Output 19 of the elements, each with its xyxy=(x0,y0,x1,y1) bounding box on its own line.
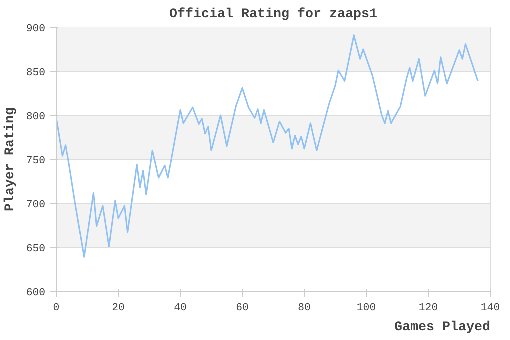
x-tick-label: 120 xyxy=(418,302,438,314)
y-axis-title: Player Rating xyxy=(3,108,18,212)
y-tick-label: 900 xyxy=(26,24,46,36)
y-tick-label: 700 xyxy=(26,200,46,212)
line-series xyxy=(56,34,479,258)
x-tick-label: 80 xyxy=(298,302,311,314)
y-tick-label: 850 xyxy=(26,68,46,80)
x-tick-label: 0 xyxy=(53,302,60,314)
y-tick-label: 600 xyxy=(26,288,46,300)
chart-title: Official Rating for zaaps1 xyxy=(170,8,378,22)
y-tick-label: 800 xyxy=(26,112,46,124)
y-tick-label: 750 xyxy=(26,156,46,168)
x-tick-label: 60 xyxy=(236,302,249,314)
x-axis-title: Games Played xyxy=(394,320,491,336)
x-tick-label: 100 xyxy=(356,302,376,314)
x-tick-label: 20 xyxy=(112,302,125,314)
x-tick-label: 140 xyxy=(480,302,500,314)
x-tick-label: 40 xyxy=(174,302,187,314)
y-tick-label: 650 xyxy=(26,244,46,256)
